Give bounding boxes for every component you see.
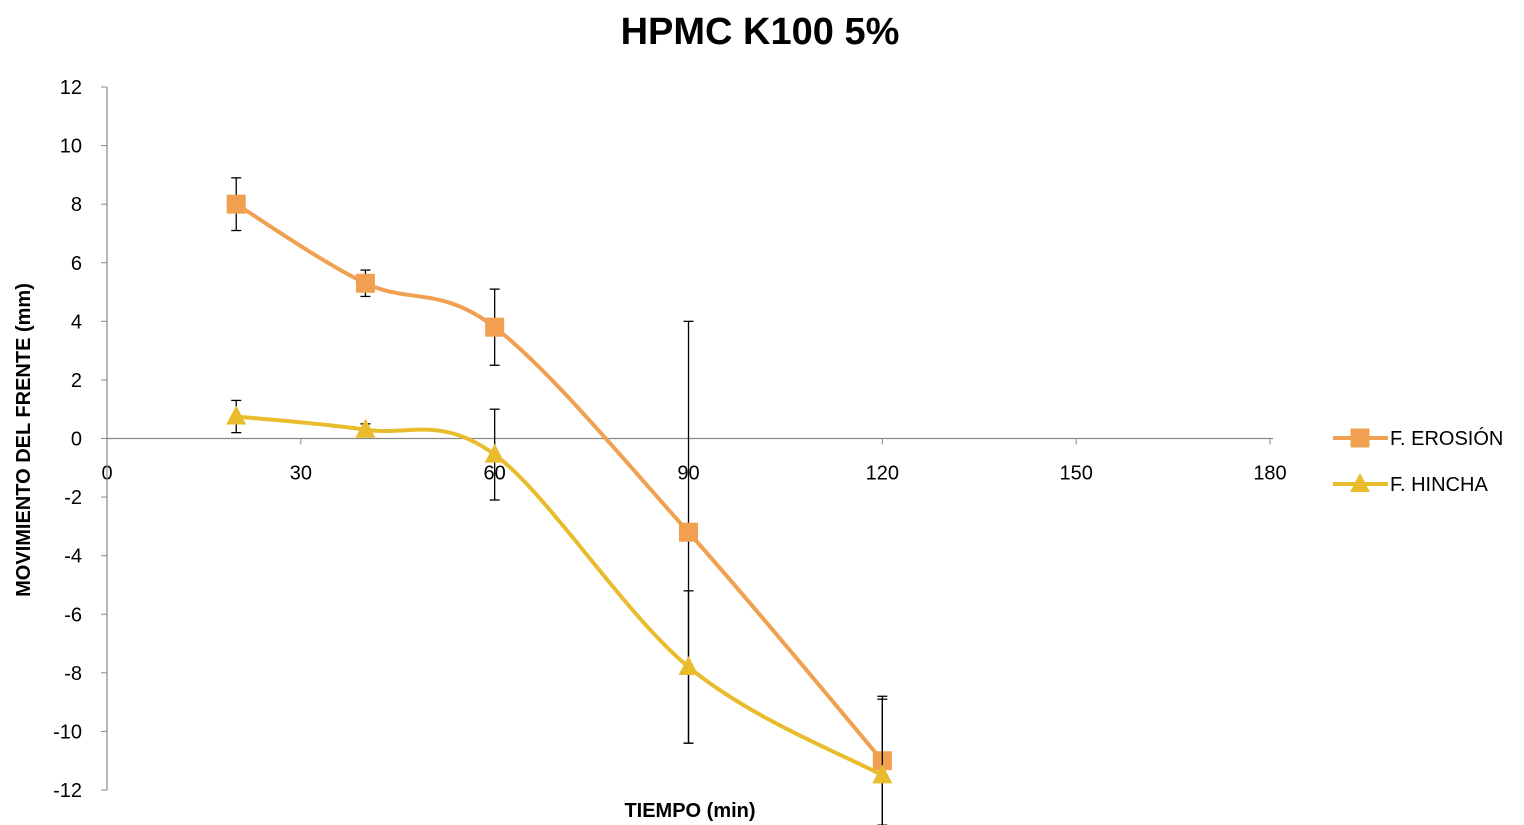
x-tick-label: 150 — [1059, 463, 1092, 485]
y-tick-label: 6 — [71, 253, 82, 275]
series-erosion — [226, 177, 892, 825]
series-line — [235, 202, 884, 763]
legend-marker — [1350, 428, 1370, 448]
y-tick-label: 2 — [71, 370, 82, 392]
legend-item: F. HINCHA — [1333, 473, 1488, 496]
y-tick-label: 8 — [71, 194, 82, 216]
x-axis-label: TIEMPO (min) — [624, 800, 755, 822]
x-tick-label: 120 — [866, 463, 899, 485]
y-tick-label: 10 — [60, 136, 82, 158]
chart-title: HPMC K100 5% — [621, 11, 900, 53]
x-tick-label: 180 — [1253, 463, 1286, 485]
y-tick-label: -10 — [53, 721, 82, 743]
data-point — [226, 194, 246, 214]
series-line — [236, 414, 884, 778]
y-tick-label: -8 — [64, 663, 82, 685]
legend-label: F. HINCHA — [1390, 474, 1488, 496]
data-point — [226, 405, 247, 425]
y-axis-ticks: 12 10 8 6 4 2 0 -2 -4 -6 -8 -10 -12 — [53, 77, 107, 802]
y-tick-label: 0 — [71, 429, 82, 451]
data-point — [678, 655, 699, 675]
legend-marker — [1350, 473, 1370, 492]
plot-area — [226, 177, 893, 825]
series-hincha — [226, 399, 893, 825]
data-point — [679, 522, 698, 542]
y-tick-label: -12 — [53, 780, 82, 802]
x-axis-ticks: 0 30 60 90 120 150 180 — [101, 438, 1287, 485]
legend: F. EROSIÓN F. HINCHA — [1333, 427, 1503, 496]
y-tick-label: 12 — [60, 77, 82, 99]
y-tick-label: -4 — [64, 546, 82, 568]
x-tick-label: 30 — [290, 463, 312, 485]
legend-item: F. EROSIÓN — [1333, 427, 1503, 450]
legend-label: F. EROSIÓN — [1390, 427, 1503, 450]
y-tick-label: 4 — [71, 311, 82, 333]
y-tick-label: -6 — [64, 604, 82, 626]
data-point — [872, 764, 893, 784]
y-axis-label: MOVIMIENTO DEL FRENTE (mm) — [13, 283, 35, 597]
data-point — [355, 273, 375, 293]
data-point — [484, 443, 505, 463]
data-point — [355, 418, 376, 438]
y-tick-label: -2 — [64, 487, 82, 509]
axes — [106, 87, 1273, 790]
data-point — [485, 317, 505, 337]
